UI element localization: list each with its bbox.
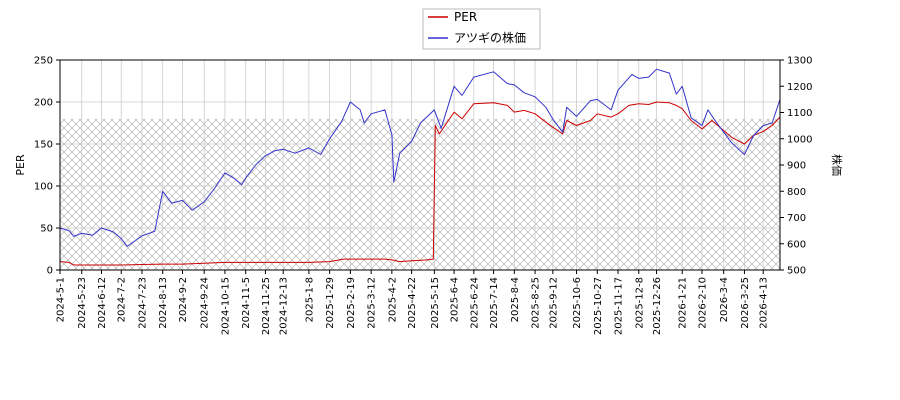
x-tick-label: 2025-3-12 [367, 277, 378, 329]
x-tick-label: 2025-7-14 [489, 277, 500, 329]
x-tick-label: 2025-1-29 [325, 277, 336, 329]
left-tick-label: 150 [34, 140, 53, 151]
hatch-band [60, 118, 780, 270]
x-tick-label: 2024-5-23 [77, 277, 88, 329]
left-tick-label: 100 [34, 182, 53, 193]
x-tick-label: 2025-12-26 [652, 277, 663, 335]
legend-label-per: PER [454, 10, 477, 24]
x-axis: 2024-5-1 2024-5-23 2024-6-12 2024-7-2 2024-7… [56, 270, 770, 335]
x-tick-label: 2026-3-4 [719, 277, 730, 322]
x-tick-label: 2025-4-2 [387, 277, 398, 322]
left-axis: 0 50 100 150 200 250 [34, 56, 60, 277]
right-tick-label: 1000 [787, 134, 812, 145]
x-tick-label: 2026-1-21 [678, 277, 689, 329]
x-tick-label: 2024-10-15 [220, 277, 231, 335]
x-tick-label: 2026-2-10 [697, 277, 708, 329]
left-axis-label: PER [14, 154, 27, 176]
x-tick-label: 2025-5-15 [430, 277, 441, 329]
right-tick-label: 900 [787, 161, 806, 172]
grid-lines [59, 59, 780, 271]
x-tick-label: 2024-5-1 [56, 277, 67, 322]
right-axis: 500 600 700 800 900 1000 1100 1200 1300 [780, 56, 812, 277]
x-tick-label: 2025-1-8 [304, 277, 315, 322]
x-tick-label: 2025-9-12 [548, 277, 559, 329]
x-tick-label: 2025-10-6 [572, 277, 583, 329]
x-tick-label: 2026-4-13 [759, 277, 770, 329]
right-tick-label: 800 [787, 187, 806, 198]
right-tick-label: 700 [787, 213, 806, 224]
right-tick-label: 1100 [787, 108, 812, 119]
x-tick-label: 2024-6-12 [97, 277, 108, 329]
right-axis-label: 株価 [830, 154, 844, 176]
x-tick-label: 2025-4-22 [407, 277, 418, 329]
left-tick-label: 0 [47, 266, 53, 277]
x-tick-label: 2024-9-2 [178, 277, 189, 322]
x-tick-label: 2024-12-13 [279, 277, 290, 335]
right-tick-label: 500 [787, 266, 806, 277]
x-tick-label: 2025-8-4 [510, 277, 521, 322]
x-tick-label: 2025-8-25 [531, 277, 542, 329]
x-tick-label: 2025-2-19 [346, 277, 357, 329]
right-tick-label: 600 [787, 239, 806, 250]
legend-box [422, 8, 541, 50]
series-line-stock-price [60, 68, 780, 247]
x-tick-label: 2025-12-8 [634, 277, 645, 329]
x-tick-label: 2026-3-25 [740, 277, 751, 329]
left-tick-label: 200 [34, 98, 53, 109]
right-tick-label: 1200 [787, 82, 812, 93]
x-tick-label: 2024-8-13 [158, 277, 169, 329]
series-line-per [60, 101, 780, 266]
x-tick-label: 2024-11-5 [241, 277, 252, 329]
x-tick-label: 2024-11-25 [261, 277, 272, 335]
left-tick-label: 250 [34, 56, 53, 67]
left-tick-label: 50 [40, 224, 53, 235]
legend-label-price: アツギの株価 [454, 30, 526, 45]
x-tick-label: 2024-7-2 [117, 277, 128, 322]
right-tick-label: 1300 [787, 56, 812, 67]
x-tick-label: 2025-6-24 [469, 277, 480, 329]
x-tick-label: 2025-10-27 [593, 277, 604, 335]
x-tick-label: 2025-11-17 [614, 277, 625, 335]
legend: PER アツギの株価 [422, 8, 541, 50]
series-layer [60, 68, 780, 266]
x-tick-label: 2024-7-23 [137, 277, 148, 329]
x-tick-label: 2024-9-24 [200, 277, 211, 329]
x-tick-label: 2025-6-4 [450, 277, 461, 322]
